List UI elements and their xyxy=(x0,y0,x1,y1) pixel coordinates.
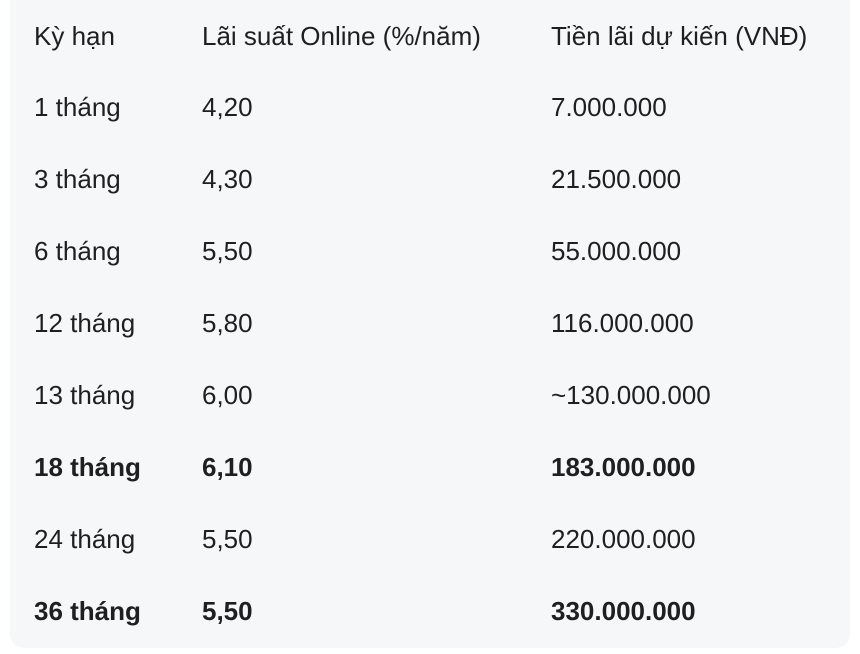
table-cell: 21.500.000 xyxy=(551,164,682,194)
table-cell: 12 tháng xyxy=(34,308,136,338)
table-cell: 6,00 xyxy=(202,380,253,410)
table-cell: 18 tháng xyxy=(34,452,141,482)
header-cell: Lãi suất Online (%/năm) xyxy=(202,21,481,51)
table-panel: Kỳ hạn Lãi suất Online (%/năm) Tiền lãi dự… xyxy=(10,0,850,648)
table-cell: 4,20 xyxy=(202,92,253,122)
table-cell: 5,50 xyxy=(202,596,253,626)
table-cell: 4,30 xyxy=(202,164,253,194)
table-cell: 5,50 xyxy=(202,236,253,266)
header-cell: Tiền lãi dự kiến (VNĐ) xyxy=(551,21,808,51)
table-cell: 5,50 xyxy=(202,524,253,554)
table-cell: 24 tháng xyxy=(34,524,136,554)
table-cell: 183.000.000 xyxy=(551,452,696,482)
table-cell: 220.000.000 xyxy=(551,524,696,554)
table-cell: 55.000.000 xyxy=(551,236,682,266)
table-cell: ~130.000.000 xyxy=(551,380,711,410)
table-cell: 36 tháng xyxy=(34,596,141,626)
table-cell: 6 tháng xyxy=(34,236,121,266)
table-cell: 1 tháng xyxy=(34,92,121,122)
table-cell: 13 tháng xyxy=(34,380,136,410)
table-cell: 3 tháng xyxy=(34,164,121,194)
header-cell: Kỳ hạn xyxy=(34,21,115,51)
table-cell: 116.000.000 xyxy=(551,308,694,338)
table-cell: 6,10 xyxy=(202,452,253,482)
table-cell: 330.000.000 xyxy=(551,596,696,626)
table-cell: 7.000.000 xyxy=(551,92,667,122)
table-cell: 5,80 xyxy=(202,308,253,338)
